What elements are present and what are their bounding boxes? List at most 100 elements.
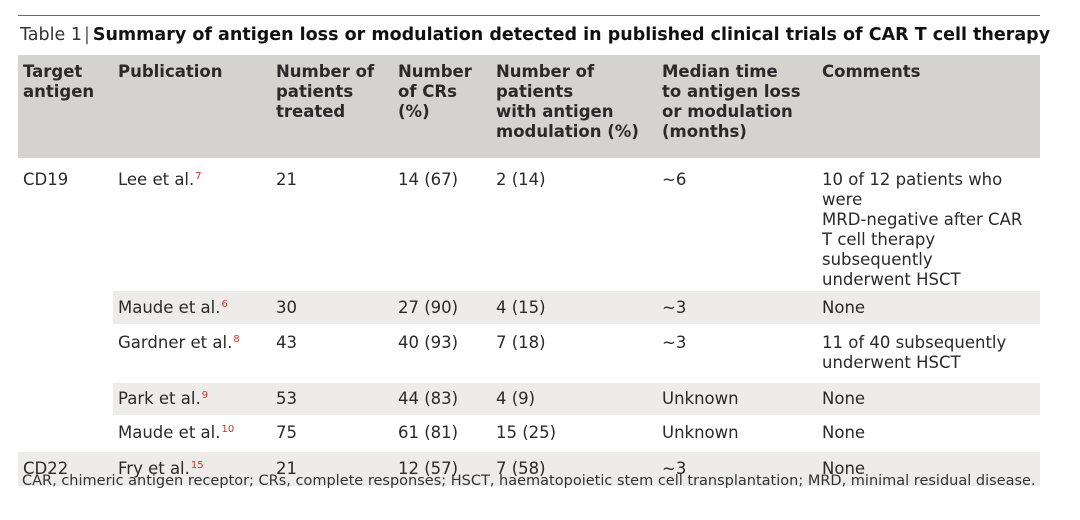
header-line: treated xyxy=(276,102,346,121)
header-line: Publication xyxy=(118,62,223,81)
modulation-cell: 4 (9) xyxy=(491,382,657,416)
table-caption: Table 1 | Summary of antigen loss or modul… xyxy=(20,22,1050,48)
publication-name: Gardner et al. xyxy=(118,333,233,352)
reference-number: 8 xyxy=(233,334,240,345)
comment-line: None xyxy=(822,389,866,408)
median-time-cell: Unknown xyxy=(657,382,817,416)
median-time-cell: ~3 xyxy=(657,324,817,383)
publication-name: Maude et al. xyxy=(118,423,221,442)
treated-cell: 21 xyxy=(271,450,393,486)
header-antigen-modulation: Number of patients with antigen modulation … xyxy=(491,55,657,158)
target-antigen-cell: CD22 xyxy=(18,450,113,486)
treated-cell: 30 xyxy=(271,290,393,325)
comment-line: underwent HSCT xyxy=(822,353,961,372)
publication-cell: Gardner et al.8 xyxy=(113,324,271,383)
comment-line: 11 of 40 subsequently xyxy=(822,333,1007,352)
data-table: Target antigen Publication Number of patie… xyxy=(18,55,1040,486)
publication-name: Fry et al. xyxy=(118,458,190,478)
modulation-cell: 15 (25) xyxy=(491,415,657,452)
comments-cell: None xyxy=(817,290,1040,325)
publication-cell: Maude et al.6 xyxy=(113,290,271,325)
treated-cell: 43 xyxy=(271,324,393,383)
header-line: Number xyxy=(398,62,472,81)
top-rule xyxy=(18,15,1040,16)
median-time-cell: ~3 xyxy=(657,450,817,486)
header-line: patients xyxy=(276,82,354,101)
treated-cell: 21 xyxy=(271,158,393,291)
median-time-cell: Unknown xyxy=(657,415,817,452)
reference-number: 15 xyxy=(190,459,204,471)
modulation-cell: 7 (58) xyxy=(491,450,657,486)
comment-line: None xyxy=(822,298,866,317)
header-target-antigen: Target antigen xyxy=(18,55,113,158)
crs-cell: 14 (67) xyxy=(393,158,491,291)
header-line: to antigen loss xyxy=(662,82,801,101)
modulation-cell: 4 (15) xyxy=(491,290,657,325)
header-line: antigen xyxy=(23,82,95,101)
table-row: Maude et al.10 75 61 (81) 15 (25) Unknow… xyxy=(18,415,1040,452)
comments-cell: None xyxy=(817,450,1040,486)
median-time-cell: ~3 xyxy=(657,290,817,325)
comments-cell: 11 of 40 subsequently underwent HSCT xyxy=(817,324,1040,383)
table-row: Park et al.9 53 44 (83) 4 (9) Unknown No… xyxy=(18,382,1040,416)
modulation-cell: 2 (14) xyxy=(491,158,657,291)
publication-cell: Maude et al.10 xyxy=(113,415,271,452)
header-median-time: Median time to antigen loss or modulation(… xyxy=(657,55,817,158)
table-row: Gardner et al.8 43 40 (93) 7 (18) ~3 11 … xyxy=(18,324,1040,383)
reference-number: 6 xyxy=(221,299,228,310)
publication-cell: Lee et al.7 xyxy=(113,158,271,291)
publication-name: Maude et al. xyxy=(118,298,221,317)
crs-cell: 12 (57) xyxy=(393,450,491,486)
publication-cell: Fry et al.15 xyxy=(113,450,271,486)
table-row: CD19 Lee et al.7 21 14 (67) 2 (14) ~6 10… xyxy=(18,158,1040,452)
target-antigen-cell: CD19 xyxy=(18,158,113,452)
comments-cell: None xyxy=(817,382,1040,416)
reference-number: 9 xyxy=(201,390,209,401)
header-row: Target antigen Publication Number of patie… xyxy=(18,55,1040,158)
header-number-crs: Number of CRs (%) xyxy=(393,55,491,158)
crs-cell: 61 (81) xyxy=(393,415,491,452)
header-publication: Publication xyxy=(113,55,271,158)
publication-cell: Park et al.9 xyxy=(113,382,271,416)
crs-cell: 44 (83) xyxy=(393,382,491,416)
publication-name: Lee et al. xyxy=(118,170,195,189)
table-row: Maude et al.6 30 27 (90) 4 (15) ~3 None xyxy=(18,290,1040,325)
header-patients-treated: Number of patients treated xyxy=(271,55,393,158)
treated-cell: 53 xyxy=(271,382,393,416)
header-line: (months) xyxy=(662,122,747,141)
comment-line: None xyxy=(822,458,866,478)
publication-name: Park et al. xyxy=(118,389,201,408)
comments-cell: None xyxy=(817,415,1040,452)
comment-line: MRD-negative after CAR xyxy=(822,210,1023,229)
header-line: Number of xyxy=(496,62,595,81)
caption-title: Summary of antigen loss or modulation de… xyxy=(92,25,1051,45)
header-line: Median time xyxy=(662,62,778,81)
header-line: with antigen xyxy=(496,102,614,121)
modulation-cell: 7 (18) xyxy=(491,324,657,383)
caption-separator: | xyxy=(83,25,90,45)
comment-line: None xyxy=(822,423,866,442)
header-line: or modulation xyxy=(662,102,793,121)
reference-number: 10 xyxy=(221,424,235,435)
median-time-cell: ~6 xyxy=(657,158,817,291)
header-line: Number of xyxy=(276,62,375,81)
caption-prefix: Table 1 xyxy=(20,25,82,45)
comment-line: underwent HSCT xyxy=(822,270,961,289)
comment-line: 10 of 12 patients who were xyxy=(822,170,1003,209)
table-footnote: CAR, chimeric antigen receptor; CRs, com… xyxy=(22,473,1036,489)
header-comments: Comments xyxy=(817,55,1040,158)
header-line: Comments xyxy=(822,62,921,81)
header-line: patients xyxy=(496,82,574,101)
crs-cell: 40 (93) xyxy=(393,324,491,383)
reference-number: 7 xyxy=(195,171,202,182)
comment-line: T cell therapy subsequently xyxy=(822,230,936,269)
header-line: of CRs xyxy=(398,82,457,101)
table-row: CD22 Fry et al.15 21 12 (57) 7 (58) ~3 N… xyxy=(18,450,1040,486)
header-line: modulation (%) xyxy=(496,122,639,141)
treated-cell: 75 xyxy=(271,415,393,452)
comments-cell: 10 of 12 patients who were MRD-negative a… xyxy=(817,158,1040,291)
header-line: (%) xyxy=(398,102,430,121)
crs-cell: 27 (90) xyxy=(393,290,491,325)
header-line: Target xyxy=(23,62,83,81)
